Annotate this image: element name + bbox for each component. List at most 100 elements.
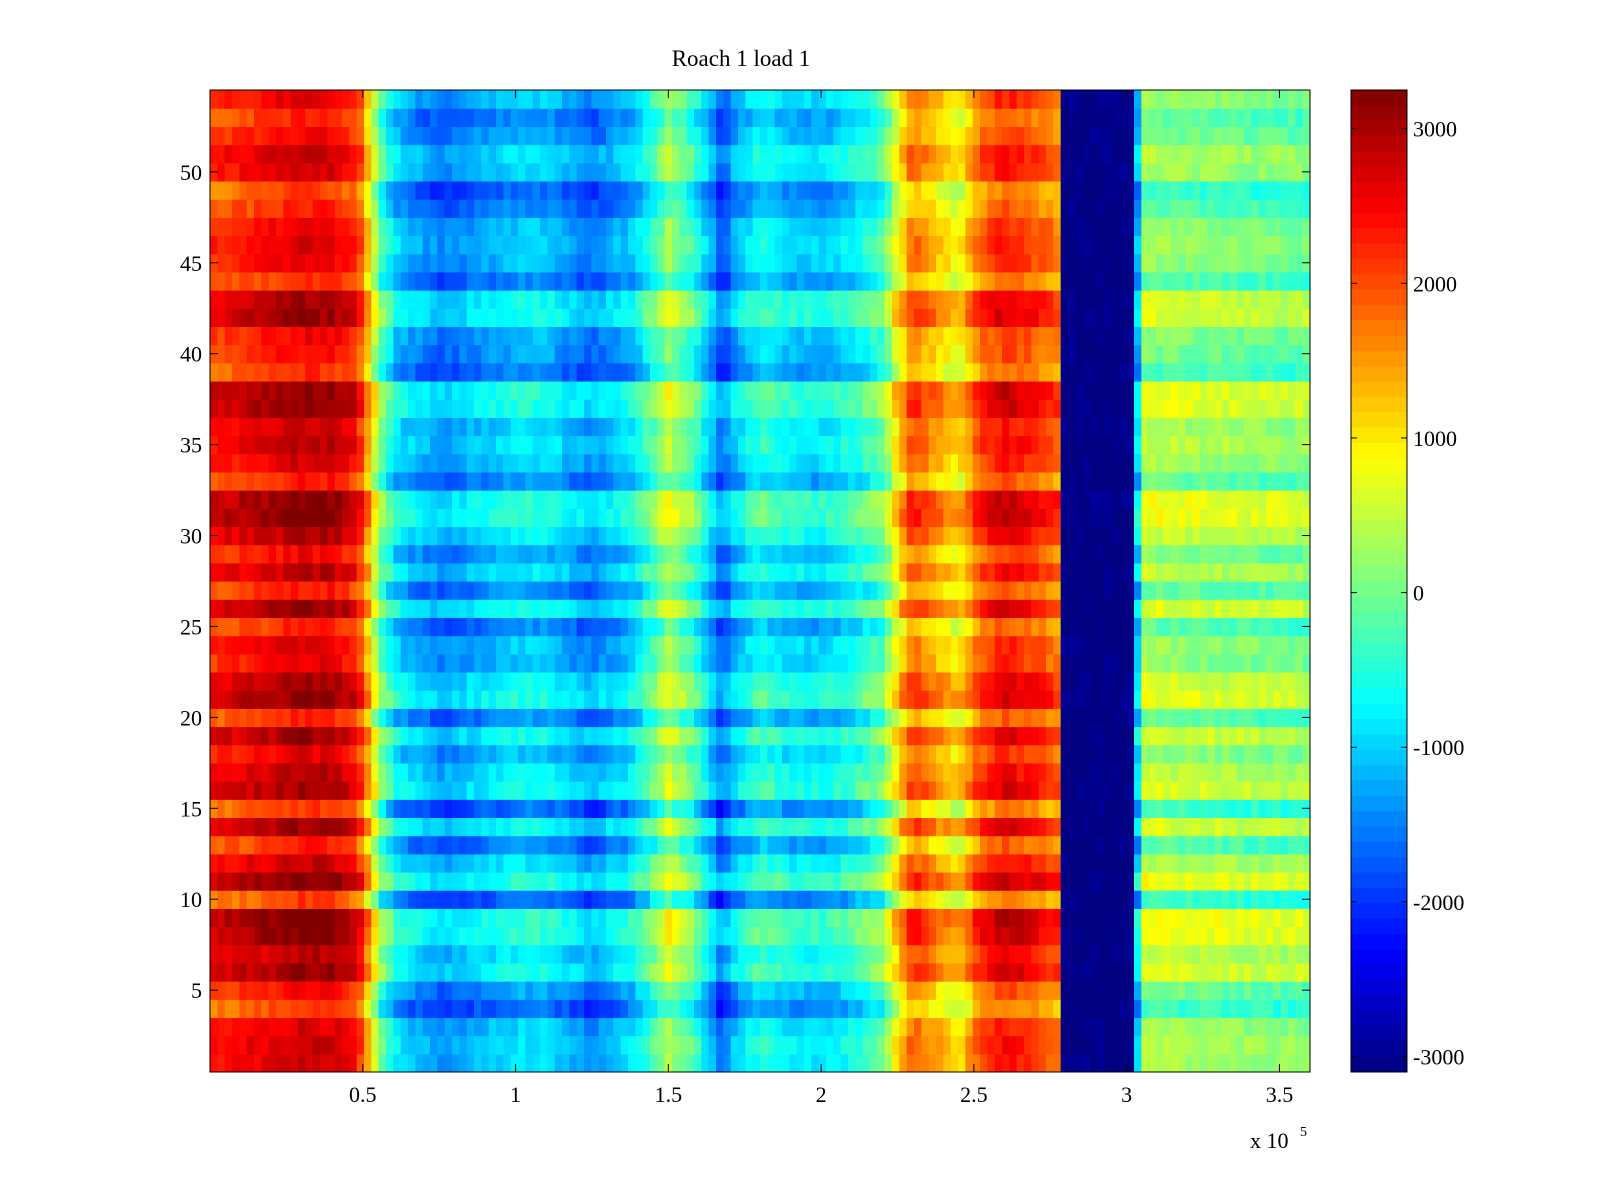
heatmap-cell <box>1280 526 1289 546</box>
heatmap-cell <box>525 726 534 746</box>
heatmap-cell <box>1185 890 1194 909</box>
heatmap-cell <box>371 708 380 728</box>
heatmap-cell <box>1141 871 1150 891</box>
heatmap-cell <box>547 762 556 782</box>
heatmap-cell <box>510 581 519 600</box>
heatmap-cell <box>246 526 255 546</box>
heatmap-cell <box>987 635 996 655</box>
heatmap-cell <box>620 781 629 800</box>
heatmap-cell <box>1192 890 1201 909</box>
heatmap-cell <box>342 1053 350 1072</box>
heatmap-cell <box>1163 781 1172 800</box>
heatmap-cell <box>298 744 306 764</box>
heatmap-cell <box>672 526 680 546</box>
heatmap-cell <box>1060 762 1069 782</box>
heatmap-cell <box>364 962 372 982</box>
heatmap-cell <box>254 599 262 618</box>
heatmap-cell <box>371 744 380 764</box>
heatmap-cell <box>782 544 790 564</box>
heatmap-cell <box>1046 653 1054 673</box>
heatmap-cell <box>496 1017 504 1037</box>
heatmap-cell <box>1112 617 1120 637</box>
heatmap-cell <box>958 708 966 728</box>
heatmap-cell <box>760 490 768 509</box>
heatmap-cell <box>1280 599 1289 618</box>
heatmap-cell <box>840 944 849 964</box>
heatmap-cell <box>928 635 937 655</box>
heatmap-cell <box>1244 817 1252 837</box>
heatmap-cell <box>474 781 482 800</box>
heatmap-cell <box>1178 762 1186 782</box>
heatmap-cell <box>884 635 893 655</box>
heatmap-cell <box>833 617 842 637</box>
heatmap-cell <box>459 781 468 800</box>
heatmap-cell <box>848 762 856 782</box>
heatmap-cell <box>1119 726 1128 746</box>
heatmap-cell <box>906 853 915 873</box>
heatmap-cell <box>892 599 900 618</box>
heatmap-cell <box>364 817 372 837</box>
heatmap-cell <box>642 762 651 782</box>
heatmap-cell <box>488 1017 497 1037</box>
heatmap-cell <box>994 599 1003 618</box>
heatmap-cell <box>694 762 702 782</box>
heatmap-cell <box>1097 762 1106 782</box>
heatmap-cell <box>1141 981 1150 1000</box>
heatmap-cell <box>246 617 255 637</box>
heatmap-cell <box>1148 981 1157 1000</box>
heatmap-cell <box>1009 1035 1018 1055</box>
heatmap-cell <box>276 1053 284 1072</box>
heatmap-cell <box>745 526 754 546</box>
heatmap-cell <box>268 871 277 891</box>
heatmap-cell <box>415 526 424 546</box>
heatmap-cell <box>1090 762 1098 782</box>
heatmap-cell <box>730 1017 739 1037</box>
heatmap-cell <box>459 599 468 618</box>
heatmap-cell <box>738 635 746 655</box>
heatmap-cell <box>444 853 453 873</box>
heatmap-cell <box>1273 944 1282 964</box>
heatmap-cell <box>371 562 380 582</box>
heatmap-cell <box>664 781 673 800</box>
heatmap-cell <box>635 526 644 546</box>
heatmap-cell <box>1090 562 1098 582</box>
heatmap-cell <box>1178 471 1186 491</box>
heatmap-cell <box>650 871 658 891</box>
heatmap-cell <box>1104 562 1113 582</box>
heatmap-cell <box>701 962 710 982</box>
heatmap-cell <box>217 690 226 709</box>
heatmap-cell <box>349 453 358 473</box>
heatmap-cell <box>1097 671 1106 691</box>
heatmap-cell <box>826 471 834 491</box>
heatmap-cell <box>503 1017 512 1037</box>
heatmap-cell <box>239 635 248 655</box>
heatmap-cell <box>422 617 431 637</box>
heatmap-cell <box>239 1017 248 1037</box>
heatmap-cell <box>892 671 900 691</box>
heatmap-cell <box>290 1053 299 1072</box>
heatmap-cell <box>723 635 732 655</box>
heatmap-cell <box>855 981 864 1000</box>
heatmap-cell <box>1002 835 1010 855</box>
heatmap-cell <box>965 799 974 819</box>
heatmap-cell <box>1082 544 1091 564</box>
heatmap-cell <box>1075 908 1084 928</box>
heatmap-cell <box>1200 617 1208 637</box>
heatmap-cell <box>386 762 394 782</box>
heatmap-cell <box>562 508 570 528</box>
heatmap-cell <box>1016 962 1025 982</box>
heatmap-cell <box>496 890 504 909</box>
heatmap-cell <box>723 1053 732 1072</box>
heatmap-cell <box>268 835 277 855</box>
heatmap-cell <box>1185 1035 1194 1055</box>
heatmap-cell <box>481 944 490 964</box>
heatmap-cell <box>613 671 622 691</box>
heatmap-cell <box>840 1053 849 1072</box>
heatmap-cell <box>1288 726 1296 746</box>
heatmap-cell <box>415 981 424 1000</box>
heatmap-cell <box>1031 853 1040 873</box>
heatmap-cell <box>760 617 768 637</box>
heatmap-cell <box>305 744 314 764</box>
heatmap-cell <box>466 762 475 782</box>
heatmap-cell <box>723 999 732 1019</box>
